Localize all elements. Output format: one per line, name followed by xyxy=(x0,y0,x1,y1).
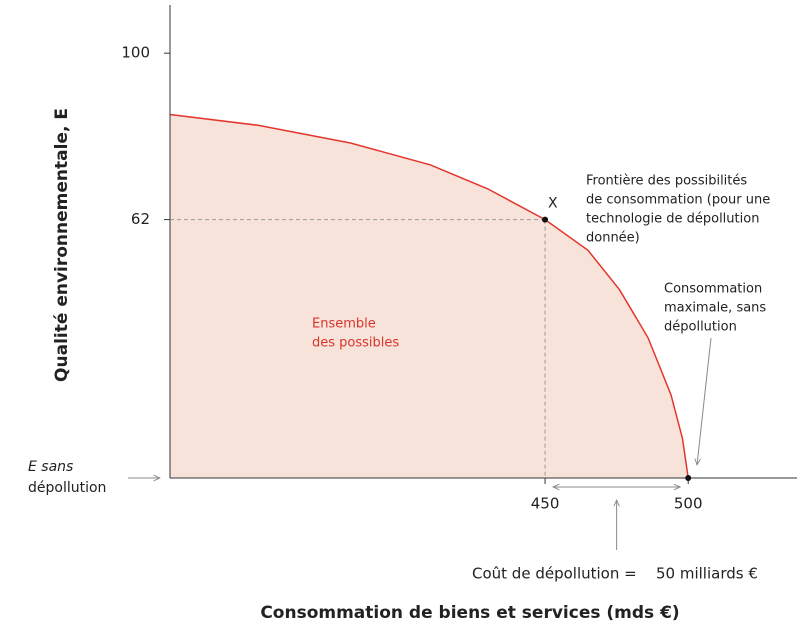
annotation: E sans xyxy=(28,459,73,475)
annotation: maximale, sans xyxy=(664,301,766,316)
cost-label: Coût de dépollution = xyxy=(472,565,637,583)
y-axis-label: Qualité environnementale, E xyxy=(52,108,72,382)
annotation: Frontière des possibilités xyxy=(586,174,747,189)
y-tick-label: 62 xyxy=(131,210,150,228)
feasible-area xyxy=(170,114,689,478)
cost-value: 50 milliards € xyxy=(656,565,758,583)
annotation: technologie de dépollution xyxy=(586,212,759,227)
arrow xyxy=(697,337,712,465)
x-tick-label: 450 xyxy=(531,495,560,513)
point xyxy=(542,216,549,223)
annotation: Ensemble xyxy=(312,317,376,332)
point xyxy=(685,475,692,481)
x-tick-label: 500 xyxy=(674,495,703,513)
annotation: Consommation xyxy=(664,282,762,297)
annotation: des possibles xyxy=(312,336,399,351)
y-tick-label: 100 xyxy=(121,44,150,62)
annotation: de consommation (pour une xyxy=(586,193,770,208)
annotation: dépollution xyxy=(28,480,106,496)
point-label: X xyxy=(548,196,558,212)
x-axis-label: Consommation de biens et services (mds €… xyxy=(260,603,679,623)
annotation: dépollution xyxy=(664,320,737,335)
annotation: donnée) xyxy=(586,231,640,246)
frontier-line xyxy=(169,113,689,479)
